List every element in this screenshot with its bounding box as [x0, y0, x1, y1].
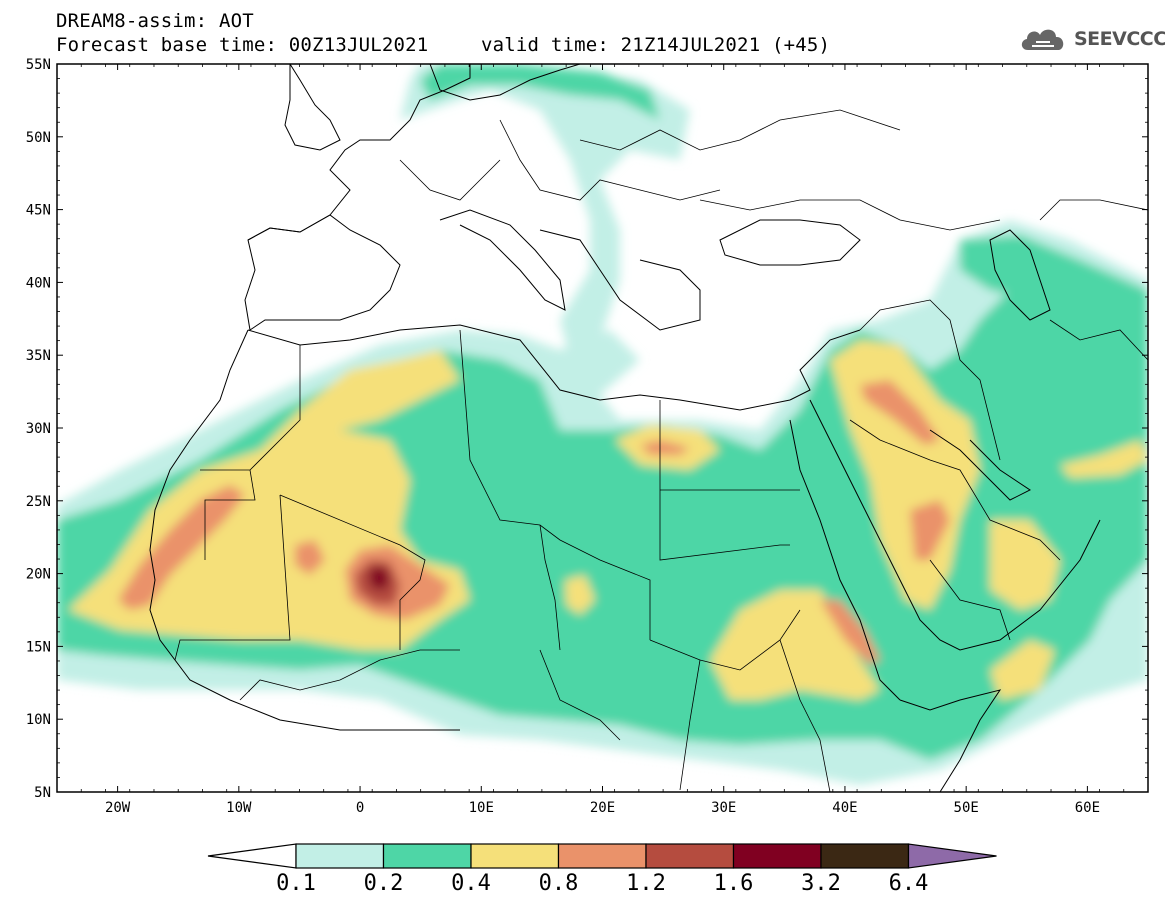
- aot-band-0-8-eritrea: [820, 600, 880, 665]
- colorbar: 0.1 0.2 0.4 0.8 1.2 1.6 3.2 6.4: [207, 843, 997, 896]
- lat-tick-label: 45N: [26, 203, 51, 219]
- coastlines: [149, 64, 1101, 792]
- lat-tick-label: 5N: [34, 785, 51, 801]
- lat-tick-label: 55N: [26, 57, 51, 73]
- colorbar-cell: [645, 843, 735, 869]
- colorbar-label: 1.6: [714, 871, 754, 896]
- latitude-axis: 55N 50N 45N 40N 35N 30N 25N 20N 15N 10N 5N: [26, 57, 1148, 801]
- lon-tick-label: 20E: [590, 800, 615, 816]
- lon-tick-label: 50E: [954, 800, 979, 816]
- seevccc-logo: SEEVCCC: [1018, 22, 1165, 56]
- aot-band-0-2-europe: [420, 64, 660, 120]
- aot-band-0-8-mauritania: [118, 485, 245, 610]
- aot-band-0-8-algeria: [295, 540, 325, 575]
- aot-band-0-8-libya: [640, 440, 690, 455]
- logo-text: SEEVCCC: [1074, 28, 1165, 50]
- colorbar-label: 0.8: [539, 871, 579, 896]
- colorbar-label: 0.4: [451, 871, 491, 896]
- cloud-logo-icon: [1021, 29, 1064, 50]
- colorbar-label: 3.2: [801, 871, 841, 896]
- aot-band-0-4-yemen: [990, 640, 1055, 700]
- lat-tick-label: 50N: [26, 130, 51, 146]
- colorbar-cell: [732, 843, 822, 869]
- lon-tick-label: 60E: [1075, 800, 1100, 816]
- colorbar-min-arrow: [207, 843, 297, 869]
- colorbar-cell: [295, 843, 385, 869]
- aot-band-0-4-arabia: [830, 340, 980, 610]
- aot-band-0-8-saudi: [910, 500, 950, 560]
- colorbar-cell: [557, 843, 647, 869]
- colorbar-label: 0.2: [364, 871, 404, 896]
- map-title: DREAM8-assim: AOT: [56, 10, 254, 32]
- lat-tick-label: 15N: [26, 639, 51, 655]
- valid-time: valid time: 21Z14JUL2021 (+45): [481, 34, 831, 56]
- lat-tick-label: 25N: [26, 494, 51, 510]
- colorbar-max-arrow: [907, 843, 997, 869]
- country-borders: [174, 109, 1148, 792]
- colorbar-cell: [470, 843, 560, 869]
- lon-tick-label: 30E: [711, 800, 736, 816]
- colorbar-label: 1.2: [626, 871, 666, 896]
- lat-tick-label: 35N: [26, 348, 51, 364]
- lon-tick-label: 40E: [832, 800, 857, 816]
- lon-tick-label: 10W: [226, 800, 252, 816]
- aot-band-0-8-iraq: [860, 380, 940, 445]
- aot-band-0-1-europe: [400, 64, 690, 360]
- lon-tick-label: 0: [356, 800, 364, 816]
- lat-tick-label: 40N: [26, 275, 51, 291]
- aot-band-1-6: [368, 565, 390, 590]
- aot-band-0-2-caspian: [960, 235, 1148, 320]
- lat-tick-label: 30N: [26, 421, 51, 437]
- colorbar-cell: [382, 843, 472, 869]
- lat-tick-label: 10N: [26, 712, 51, 728]
- colorbar-label: 0.1: [276, 871, 316, 896]
- aot-band-0-4-chad: [565, 575, 595, 615]
- aot-band-0-4-gulf: [1060, 440, 1148, 478]
- lat-tick-label: 20N: [26, 567, 51, 583]
- map-subtitle: Forecast base time: 00Z13JUL2021 valid ti…: [56, 34, 830, 56]
- lon-tick-label: 10E: [469, 800, 494, 816]
- colorbar-cell: [820, 843, 910, 869]
- aot-field: [57, 64, 1148, 792]
- longitude-axis: 20W 10W 0 10E 20E 30E 40E 50E 60E: [56, 64, 1149, 816]
- lon-tick-label: 20W: [105, 800, 131, 816]
- forecast-base-time: Forecast base time: 00Z13JUL2021: [56, 34, 429, 56]
- colorbar-label: 6.4: [889, 871, 929, 896]
